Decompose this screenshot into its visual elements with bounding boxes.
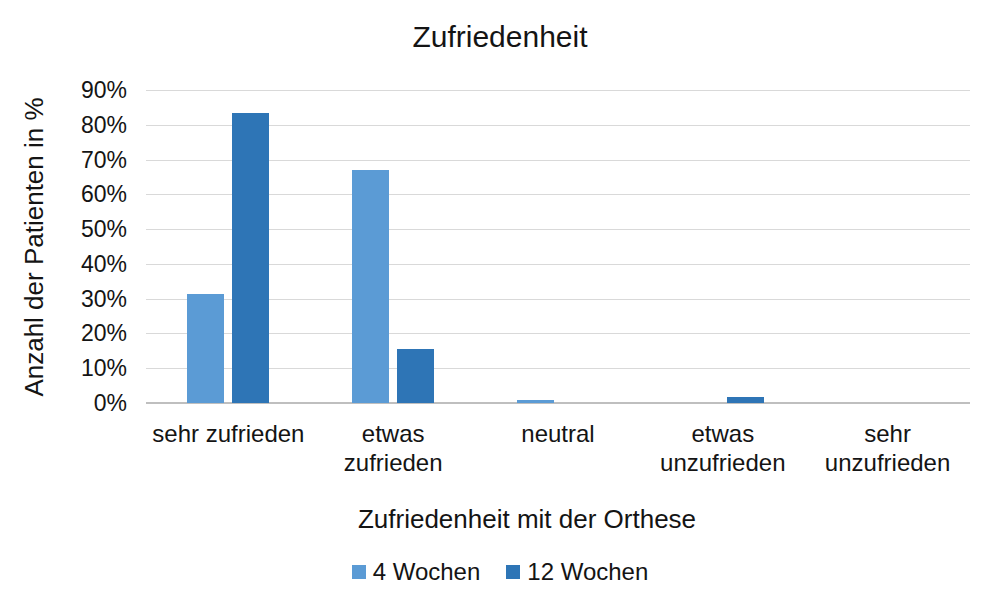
- bar-12-wochen-sehr-zufrieden: [232, 113, 269, 403]
- y-tick-label-40: 40%: [0, 251, 127, 277]
- satisfaction-bar-chart: Zufriedenheit Anzahl der Patienten in % …: [0, 0, 1000, 612]
- y-tick-label-10: 10%: [0, 355, 127, 381]
- bar-12-wochen-etwas-unzufrieden: [727, 397, 764, 403]
- bar-group-neutral: [476, 90, 641, 403]
- category-label-neutral: neutral: [476, 419, 641, 477]
- legend-label-4-wochen: 4 Wochen: [373, 558, 481, 586]
- bar-4-wochen-neutral: [517, 400, 554, 404]
- y-tick-label-30: 30%: [0, 286, 127, 312]
- legend-label-12-wochen: 12 Wochen: [527, 558, 648, 586]
- bar-group-sehr-zufrieden: [146, 90, 311, 403]
- bar-group-etwas-unzufrieden: [640, 90, 805, 403]
- bar-4-wochen-sehr-zufrieden: [187, 294, 224, 404]
- category-label-sehr-zufrieden: sehr zufrieden: [146, 419, 311, 477]
- legend-swatch-icon: [506, 565, 520, 579]
- plot-area: [146, 90, 970, 403]
- y-tick-label-60: 60%: [0, 181, 127, 207]
- chart-title: Zufriedenheit: [0, 20, 1000, 54]
- x-axis-title: Zufriedenheit mit der Orthese: [358, 504, 696, 535]
- legend-item-4-wochen: 4 Wochen: [352, 558, 481, 586]
- category-label-sehr-unzufrieden: sehr unzufrieden: [805, 419, 970, 477]
- category-label-etwas-unzufrieden: etwas unzufrieden: [640, 419, 805, 477]
- y-tick-label-0: 0%: [0, 390, 127, 416]
- legend: 4 Wochen 12 Wochen: [0, 558, 1000, 586]
- y-tick-label-80: 80%: [0, 112, 127, 138]
- x-axis-category-labels: sehr zufriedenetwas zufriedenneutraletwa…: [146, 419, 970, 477]
- y-tick-label-50: 50%: [0, 216, 127, 242]
- bar-4-wochen-etwas-zufrieden: [352, 170, 389, 403]
- legend-swatch-icon: [352, 565, 366, 579]
- y-tick-label-90: 90%: [0, 77, 127, 103]
- bar-group-etwas-zufrieden: [311, 90, 476, 403]
- bar-groups: [146, 90, 970, 403]
- bar-12-wochen-etwas-zufrieden: [397, 349, 434, 403]
- category-label-etwas-zufrieden: etwas zufrieden: [311, 419, 476, 477]
- y-tick-label-20: 20%: [0, 320, 127, 346]
- y-tick-label-70: 70%: [0, 147, 127, 173]
- legend-item-12-wochen: 12 Wochen: [506, 558, 648, 586]
- bar-group-sehr-unzufrieden: [805, 90, 970, 403]
- y-axis-tick-labels: 90%80%70%60%50%40%30%20%10%0%: [0, 90, 127, 403]
